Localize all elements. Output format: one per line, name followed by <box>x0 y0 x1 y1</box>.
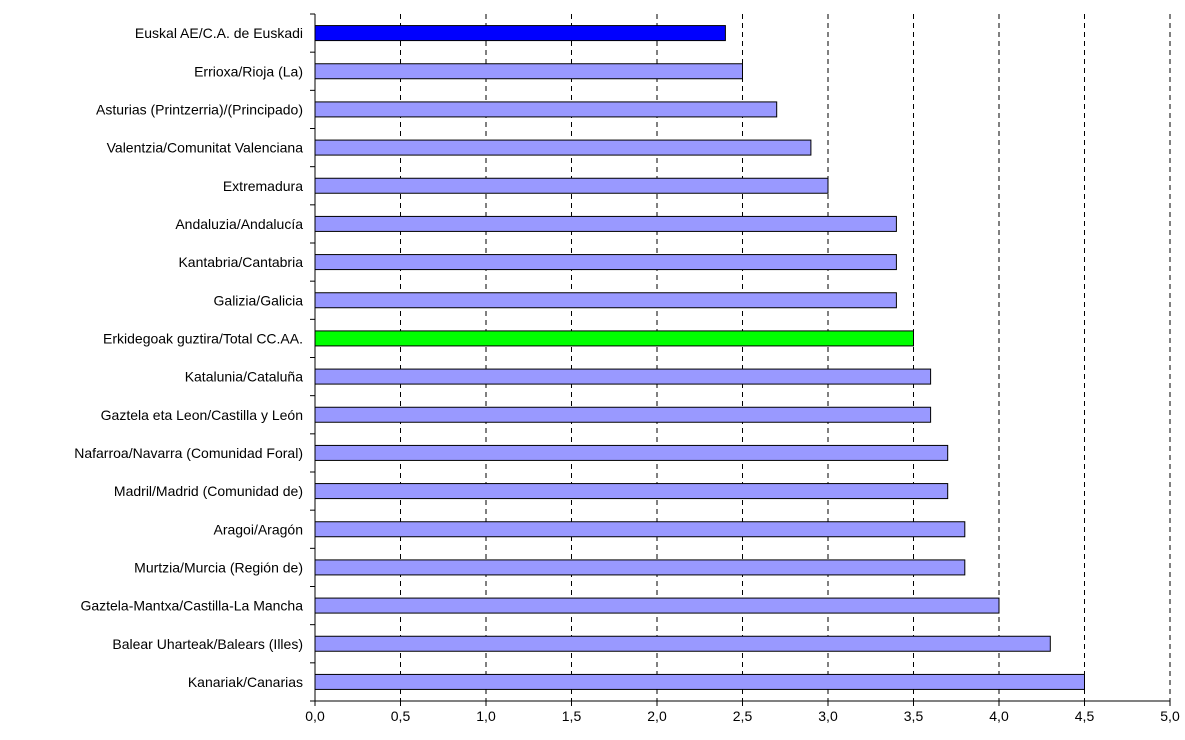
category-label: Balear Uharteak/Balears (Illes) <box>112 636 303 652</box>
bar <box>314 368 932 385</box>
category-label: Erkidegoak guztira/Total CC.AA. <box>103 330 303 346</box>
category-label: Madril/Madrid (Comunidad de) <box>114 483 303 499</box>
bar <box>314 406 932 423</box>
bar <box>314 559 966 576</box>
x-tick-label: 2,5 <box>733 708 753 724</box>
x-tick-label: 2,0 <box>647 708 667 724</box>
bar <box>314 25 726 42</box>
x-tick-label: 0,0 <box>305 708 325 724</box>
category-label: Katalunia/Cataluña <box>185 369 304 385</box>
bar <box>314 292 897 309</box>
category-label: Kantabria/Cantabria <box>178 254 303 270</box>
bar <box>314 673 1085 690</box>
bar <box>314 254 897 271</box>
category-label: Extremadura <box>223 178 303 194</box>
x-tick-label: 1,0 <box>476 708 496 724</box>
bar <box>314 483 949 500</box>
bars <box>314 25 1085 690</box>
x-tick-labels: 0,0 0,5 1,0 1,5 2,0 2,5 3,0 3,5 4,0 4,5 5,0 <box>305 708 1180 724</box>
bar <box>314 101 778 118</box>
category-label: Gaztela eta Leon/Castilla y León <box>101 407 303 423</box>
bar <box>314 330 914 347</box>
x-tick-label: 1,5 <box>562 708 582 724</box>
category-label: Galizia/Galicia <box>214 292 304 308</box>
category-labels: Euskal AE/C.A. de Euskadi Errioxa/Rioja (… <box>74 25 303 690</box>
category-label: Nafarroa/Navarra (Comunidad Foral) <box>74 445 303 461</box>
category-label: Asturias (Printzerria)/(Principado) <box>96 101 303 117</box>
category-label: Andaluzia/Andalucía <box>175 216 303 232</box>
axes <box>310 13 1171 706</box>
category-label: Kanariak/Canarias <box>188 674 303 690</box>
bar <box>314 597 1000 614</box>
bar <box>314 521 966 538</box>
bar <box>314 63 743 80</box>
category-label: Gaztela-Mantxa/Castilla-La Mancha <box>80 598 303 614</box>
category-label: Euskal AE/C.A. de Euskadi <box>135 25 303 41</box>
bar <box>314 215 897 232</box>
bar <box>314 139 812 156</box>
grid-lines <box>400 14 1171 701</box>
category-label: Valentzia/Comunitat Valenciana <box>107 140 304 156</box>
category-label: Aragoi/Aragón <box>213 521 303 537</box>
x-tick-label: 4,5 <box>1075 708 1095 724</box>
x-tick-label: 3,5 <box>904 708 924 724</box>
category-label: Errioxa/Rioja (La) <box>194 63 303 79</box>
x-tick-label: 0,5 <box>391 708 411 724</box>
x-tick-label: 4,0 <box>989 708 1009 724</box>
bar <box>314 177 829 194</box>
bar <box>314 635 1051 652</box>
bar <box>314 444 949 461</box>
x-tick-label: 5,0 <box>1160 708 1180 724</box>
x-tick-label: 3,0 <box>818 708 838 724</box>
category-label: Murtzia/Murcia (Región de) <box>134 559 303 575</box>
